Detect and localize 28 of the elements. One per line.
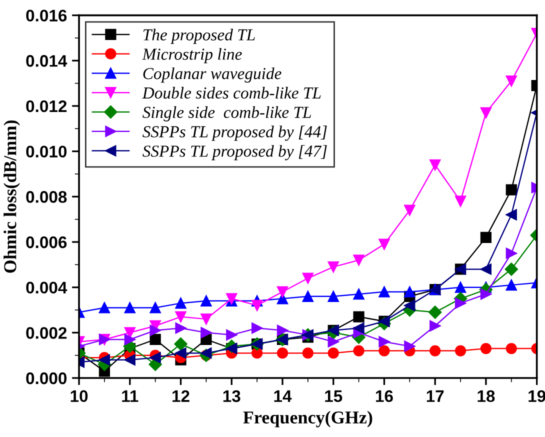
legend-label: SSPPs TL proposed by [44] [142, 126, 327, 141]
y-tick-label: 0.016 [26, 10, 67, 22]
x-tick-label: 19 [528, 390, 545, 402]
x-tick-label: 12 [172, 390, 190, 402]
legend-label: Coplanar waveguide [143, 67, 282, 83]
legend-label: Double sides comb-like TL [142, 86, 321, 99]
y-axis-title: Ohmic loss(dB/mm) [4, 120, 20, 273]
legend-label: SSPPs TL proposed by [47] [142, 145, 327, 160]
y-tick-label: 0.012 [26, 100, 67, 112]
x-tick-label: 17 [426, 390, 444, 402]
y-tick-label: 0.010 [26, 146, 67, 158]
legend-label: The proposed TL [143, 28, 255, 44]
x-axis-title: Frequency(GHz) [243, 410, 372, 428]
legend-label: Microstrip line [142, 48, 242, 64]
x-tick-label: 16 [376, 390, 393, 402]
x-tick-label: 18 [478, 390, 495, 402]
y-tick-label: 0.014 [26, 55, 68, 67]
y-tick-label: 0.002 [26, 327, 67, 339]
x-tick-label: 10 [70, 390, 88, 402]
y-tick-label: 0.006 [26, 236, 67, 248]
y-tick-label: 0.008 [26, 191, 67, 203]
y-tick-label: 0.000 [26, 372, 67, 384]
legend-label: Single side comb-like TL [142, 106, 311, 122]
y-tick-label: 0.004 [26, 282, 68, 294]
x-tick-label: 14 [274, 390, 292, 402]
x-tick-label: 13 [223, 390, 240, 402]
x-tick-label: 15 [325, 390, 342, 402]
x-tick-label: 11 [122, 390, 138, 402]
